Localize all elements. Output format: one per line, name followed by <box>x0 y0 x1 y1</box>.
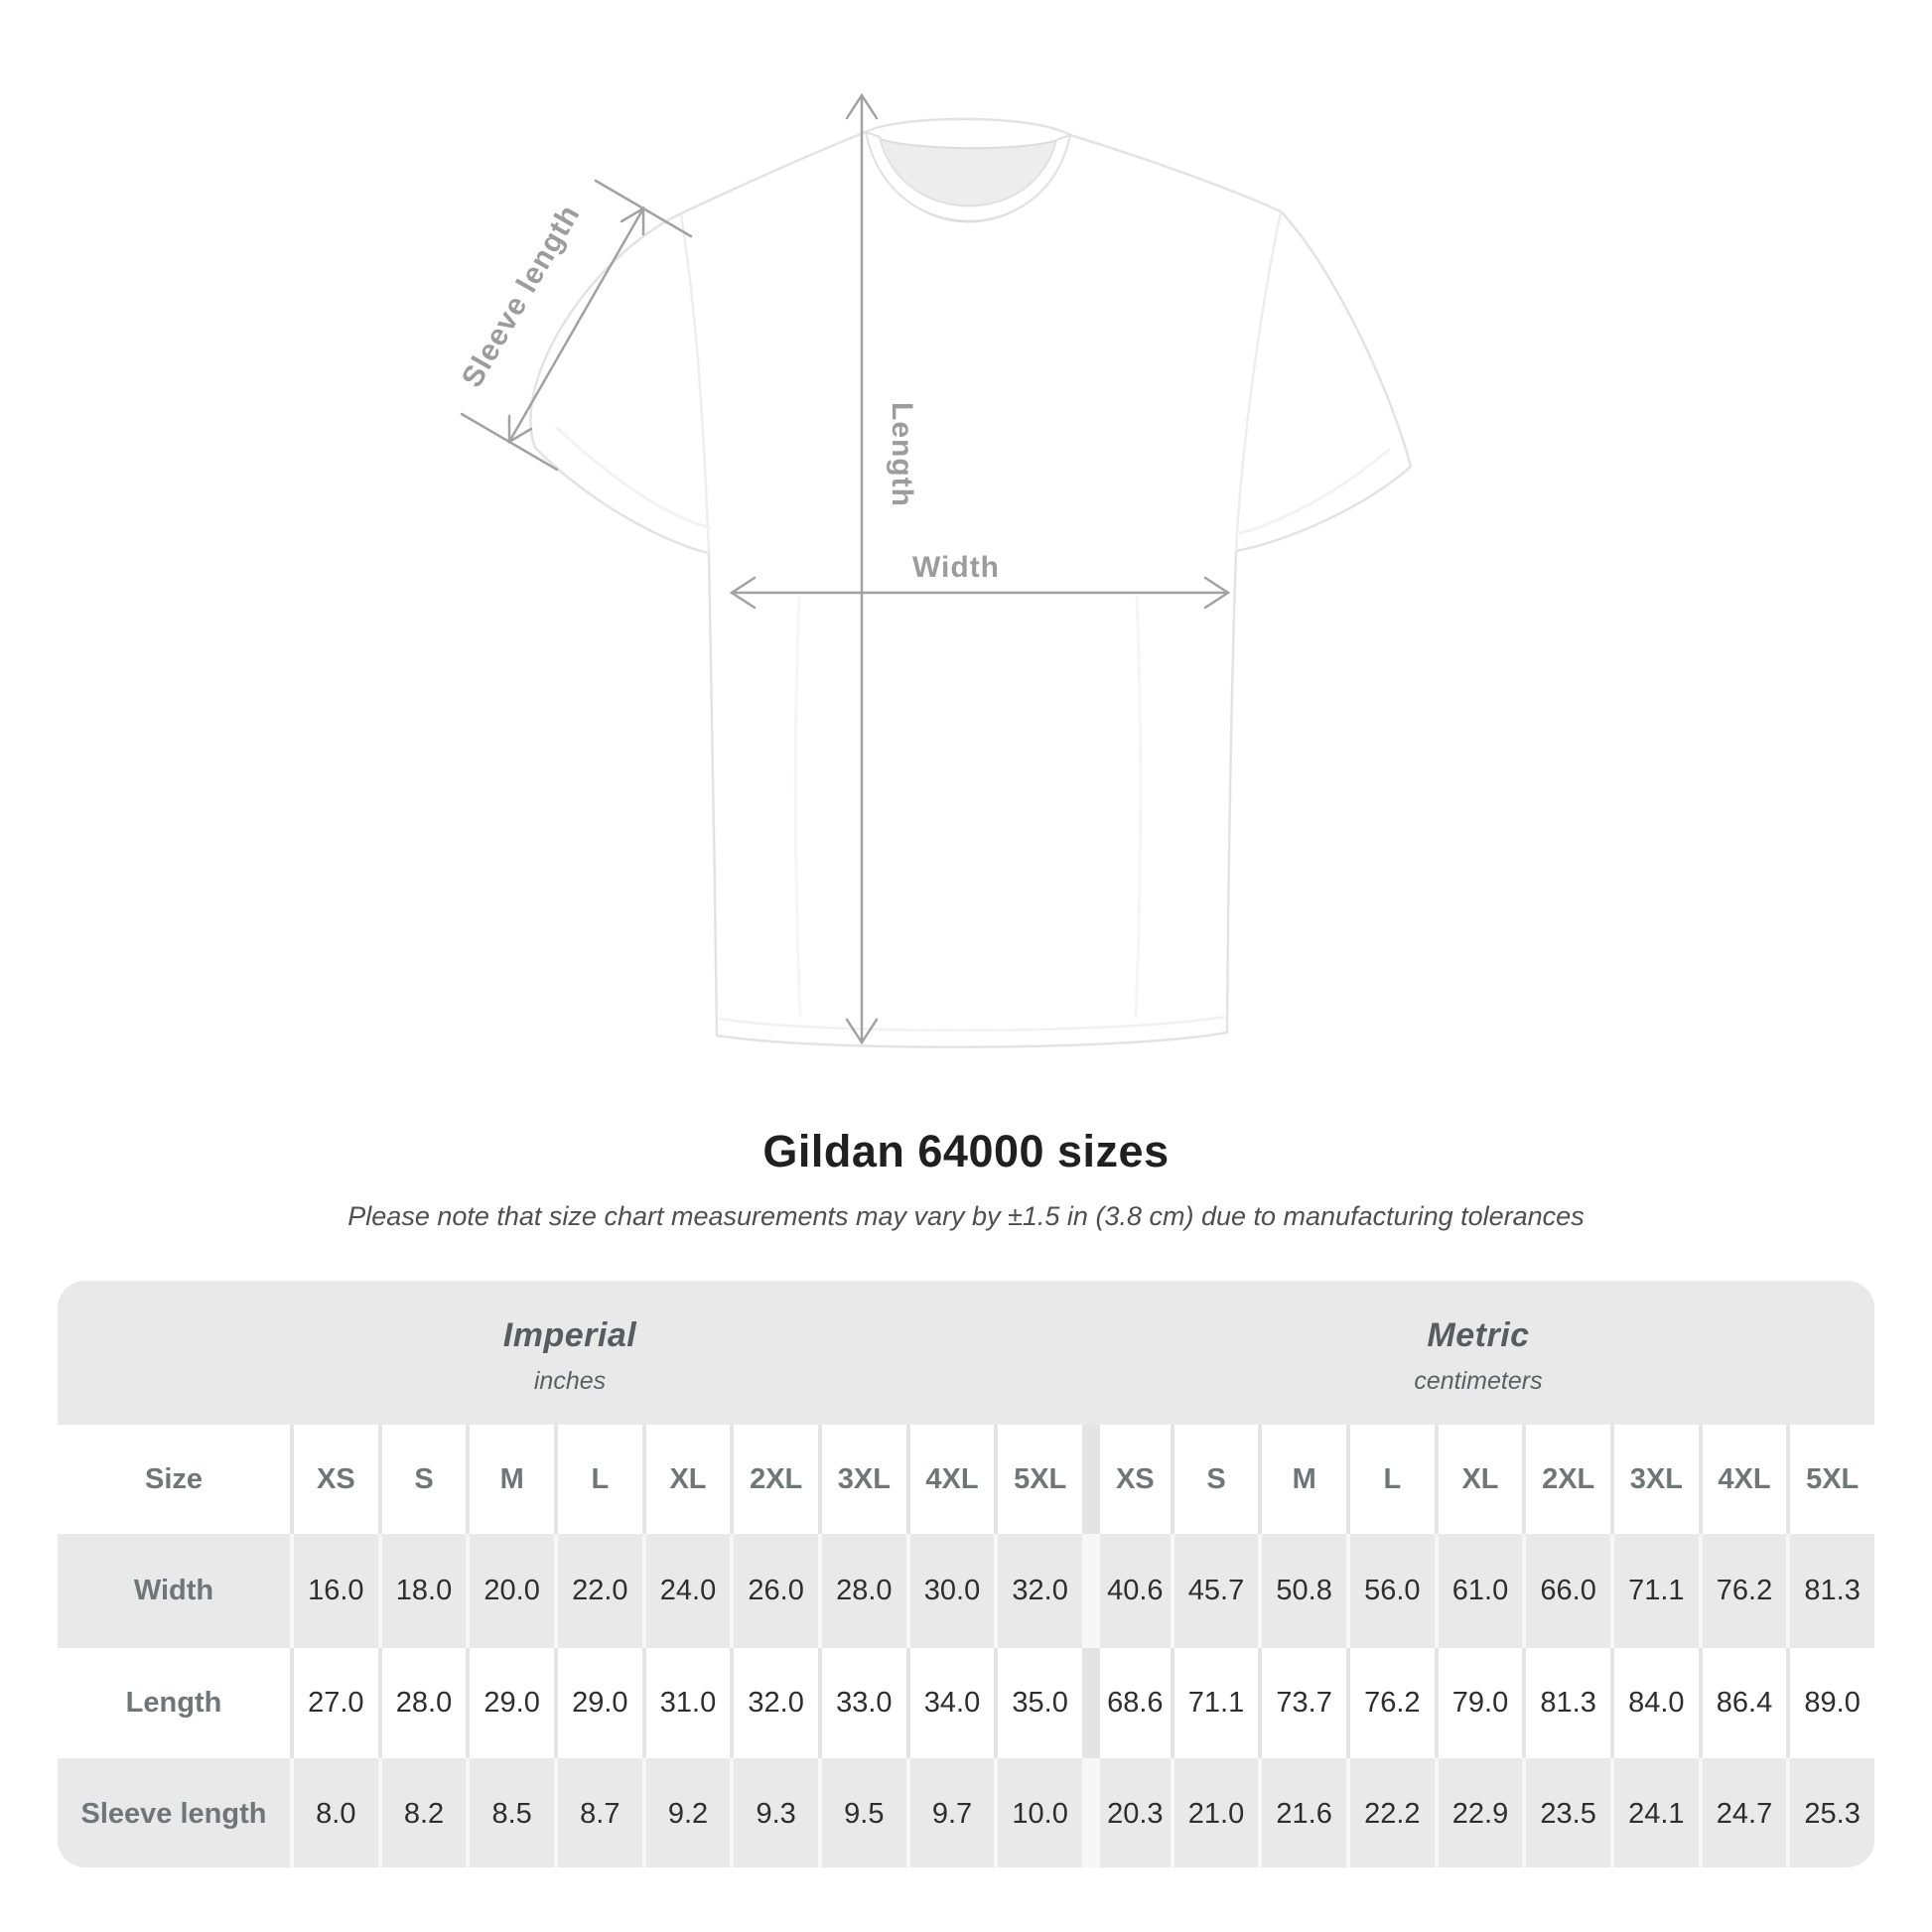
value-cell: 28.0 <box>817 1534 906 1648</box>
width-label: Width <box>912 551 1000 584</box>
length-arrow <box>845 92 879 1045</box>
value-cell: 18.0 <box>377 1534 467 1648</box>
value-cell: 35.0 <box>994 1648 1082 1758</box>
value-cell: 16.0 <box>290 1534 378 1648</box>
value-cell: 29.0 <box>466 1648 554 1758</box>
value-cell: 84.0 <box>1609 1648 1699 1758</box>
page-title: Gildan 64000 sizes <box>762 1126 1170 1176</box>
value-cell: 81.3 <box>1786 1534 1874 1648</box>
size-header-cell: 3XL <box>1609 1425 1699 1534</box>
value-cell: 22.0 <box>553 1534 642 1648</box>
value-cell: 40.6 <box>1081 1534 1171 1648</box>
unit-name-imperial: Imperial <box>502 1315 637 1354</box>
size-header-cell: 5XL <box>994 1425 1082 1534</box>
value-cell: 22.2 <box>1345 1758 1435 1867</box>
value-cell: 32.0 <box>730 1648 818 1758</box>
row-label-cell: Width <box>58 1534 290 1648</box>
value-cell: 9.5 <box>817 1758 906 1867</box>
value-cell: 89.0 <box>1786 1648 1874 1758</box>
unit-header-metric: Metric centimeters <box>1081 1281 1874 1425</box>
value-cell: 29.0 <box>553 1648 642 1758</box>
size-header-cell: L <box>553 1425 642 1534</box>
tshirt-graphic <box>529 117 1413 1048</box>
value-cell: 8.2 <box>377 1758 467 1867</box>
value-cell: 76.2 <box>1698 1534 1787 1648</box>
row-label-cell: Sleeve length <box>58 1758 290 1867</box>
size-header-cell: S <box>1170 1425 1259 1534</box>
size-header-cell: M <box>1258 1425 1346 1534</box>
length-label: Length <box>886 402 918 507</box>
size-header-cell: XL <box>1434 1425 1523 1534</box>
value-cell: 56.0 <box>1345 1534 1435 1648</box>
unit-sub-metric: centimeters <box>1414 1366 1543 1395</box>
value-cell: 68.6 <box>1081 1648 1171 1758</box>
value-cell: 31.0 <box>641 1648 731 1758</box>
value-cell: 8.0 <box>290 1758 378 1867</box>
value-cell: 20.3 <box>1081 1758 1171 1867</box>
size-chart-table: Imperial inches Metric centimeters Size X… <box>58 1281 1874 1867</box>
row-label-cell: Length <box>58 1648 290 1758</box>
value-cell: 9.3 <box>730 1758 818 1867</box>
value-cell: 25.3 <box>1786 1758 1874 1867</box>
size-header-cell: 5XL <box>1786 1425 1874 1534</box>
unit-sub-imperial: inches <box>533 1366 607 1395</box>
value-cell: 28.0 <box>377 1648 467 1758</box>
size-header-cell: 2XL <box>1522 1425 1610 1534</box>
value-cell: 21.6 <box>1258 1758 1346 1867</box>
unit-name-metric: Metric <box>1427 1315 1530 1354</box>
value-cell: 27.0 <box>290 1648 378 1758</box>
value-cell: 61.0 <box>1434 1534 1523 1648</box>
tolerance-note: Please note that size chart measurements… <box>347 1201 1585 1231</box>
value-cell: 71.1 <box>1170 1648 1259 1758</box>
value-cell: 20.0 <box>466 1534 554 1648</box>
value-cell: 50.8 <box>1258 1534 1346 1648</box>
value-cell: 76.2 <box>1345 1648 1435 1758</box>
value-cell: 9.2 <box>641 1758 731 1867</box>
value-cell: 81.3 <box>1522 1648 1610 1758</box>
size-col-header: Size <box>58 1425 290 1534</box>
value-cell: 34.0 <box>905 1648 995 1758</box>
size-header-cell: 4XL <box>905 1425 995 1534</box>
width-arrow <box>729 576 1231 610</box>
value-cell: 23.5 <box>1522 1758 1610 1867</box>
value-cell: 8.7 <box>553 1758 642 1867</box>
tshirt-diagram: Width Length Sleeve length <box>456 92 1413 1048</box>
value-cell: 10.0 <box>994 1758 1082 1867</box>
value-cell: 73.7 <box>1258 1648 1346 1758</box>
size-header-cell: XS <box>1081 1425 1171 1534</box>
value-cell: 45.7 <box>1170 1534 1259 1648</box>
size-grid: Imperial inches Metric centimeters Size X… <box>58 1281 1874 1867</box>
value-cell: 26.0 <box>730 1534 818 1648</box>
size-header-cell: XL <box>641 1425 731 1534</box>
size-header-cell: 4XL <box>1698 1425 1787 1534</box>
size-header-cell: 3XL <box>817 1425 906 1534</box>
value-cell: 24.7 <box>1698 1758 1787 1867</box>
sleeve-length-arrow <box>460 179 693 472</box>
value-cell: 24.1 <box>1609 1758 1699 1867</box>
value-cell: 30.0 <box>905 1534 995 1648</box>
size-header-cell: 2XL <box>730 1425 818 1534</box>
value-cell: 32.0 <box>994 1534 1082 1648</box>
size-header-cell: XS <box>290 1425 378 1534</box>
collar-band <box>864 130 1072 222</box>
size-header-cell: S <box>377 1425 467 1534</box>
value-cell: 86.4 <box>1698 1648 1787 1758</box>
unit-header-imperial: Imperial inches <box>58 1281 1082 1425</box>
value-cell: 22.9 <box>1434 1758 1523 1867</box>
value-cell: 21.0 <box>1170 1758 1259 1867</box>
value-cell: 71.1 <box>1609 1534 1699 1648</box>
value-cell: 66.0 <box>1522 1534 1610 1648</box>
value-cell: 9.7 <box>905 1758 995 1867</box>
value-cell: 24.0 <box>641 1534 731 1648</box>
value-cell: 33.0 <box>817 1648 906 1758</box>
size-header-cell: L <box>1345 1425 1435 1534</box>
value-cell: 8.5 <box>466 1758 554 1867</box>
size-header-cell: M <box>466 1425 554 1534</box>
value-cell: 79.0 <box>1434 1648 1523 1758</box>
